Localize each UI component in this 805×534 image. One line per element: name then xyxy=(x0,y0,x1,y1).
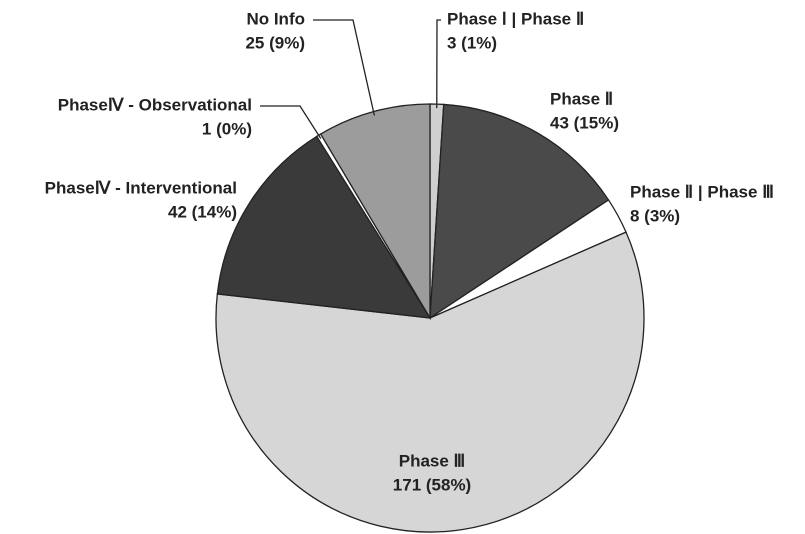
pie-slice xyxy=(429,103,610,320)
leader-line xyxy=(313,19,376,116)
slice-label: Phase Ⅱ | Phase Ⅲ xyxy=(630,182,774,201)
slice-label: PhaseⅣ - Observational xyxy=(58,95,252,114)
pie-slice xyxy=(216,135,432,319)
slice-value-label: 43 (15%) xyxy=(550,113,619,132)
slice-value-label: 25 (9%) xyxy=(245,33,305,52)
slice-value-label: 8 (3%) xyxy=(630,206,680,225)
slice-value-label: 1 (0%) xyxy=(202,119,252,138)
leader-line xyxy=(260,105,322,139)
slice-value-label: 171 (58%) xyxy=(393,475,471,494)
slice-label: Phase Ⅲ xyxy=(399,451,466,470)
slice-label: No Info xyxy=(246,9,305,28)
leader-line xyxy=(436,19,441,109)
slice-label: Phase Ⅰ | Phase Ⅱ xyxy=(447,9,584,28)
slice-label: PhaseⅣ - Interventional xyxy=(45,178,237,197)
slice-value-label: 3 (1%) xyxy=(447,33,497,52)
slice-label: Phase Ⅱ xyxy=(550,89,613,108)
slice-value-label: 42 (14%) xyxy=(168,202,237,221)
pie-slice xyxy=(215,231,645,533)
